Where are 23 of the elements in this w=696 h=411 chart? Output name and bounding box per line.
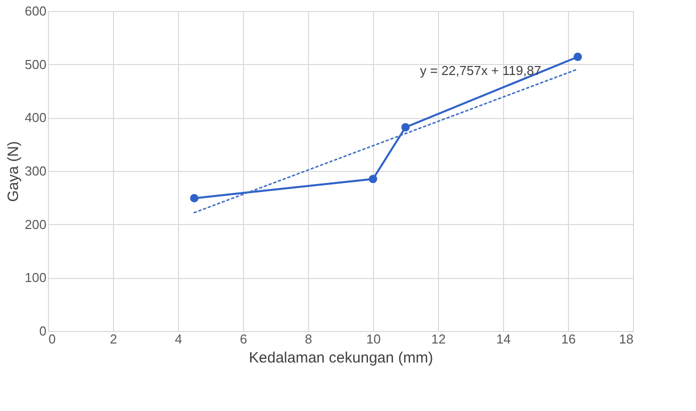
x-tick-label: 0 bbox=[48, 332, 56, 346]
y-tick-label: 200 bbox=[24, 216, 46, 232]
x-tick-label: 16 bbox=[561, 332, 576, 346]
x-tick-label: 18 bbox=[619, 332, 634, 346]
y-tick-label: 400 bbox=[24, 110, 46, 126]
point bbox=[574, 52, 582, 62]
annotation: y = 22,757x + 119,87 bbox=[420, 63, 542, 78]
point bbox=[401, 123, 410, 132]
y-axis-title: Gaya (N) bbox=[4, 141, 22, 202]
x-tick-label: 12 bbox=[431, 332, 446, 346]
y-tick-label: 300 bbox=[24, 164, 46, 178]
y-tick-label: 500 bbox=[24, 56, 46, 72]
x-tick-label: 8 bbox=[304, 332, 312, 346]
x-axis-title: Kedalaman cekungan (mm) bbox=[248, 350, 434, 366]
point bbox=[190, 194, 198, 202]
y-tick-label: 600 bbox=[24, 4, 46, 18]
y-tick-label: 100 bbox=[24, 270, 46, 286]
x-tick-label: 6 bbox=[240, 332, 248, 346]
point bbox=[368, 174, 378, 184]
x-tick-label: 2 bbox=[110, 332, 118, 346]
x-tick-label: 10 bbox=[366, 332, 381, 346]
x-tick-label: 14 bbox=[496, 332, 511, 346]
x-tick-label: 4 bbox=[174, 332, 182, 346]
